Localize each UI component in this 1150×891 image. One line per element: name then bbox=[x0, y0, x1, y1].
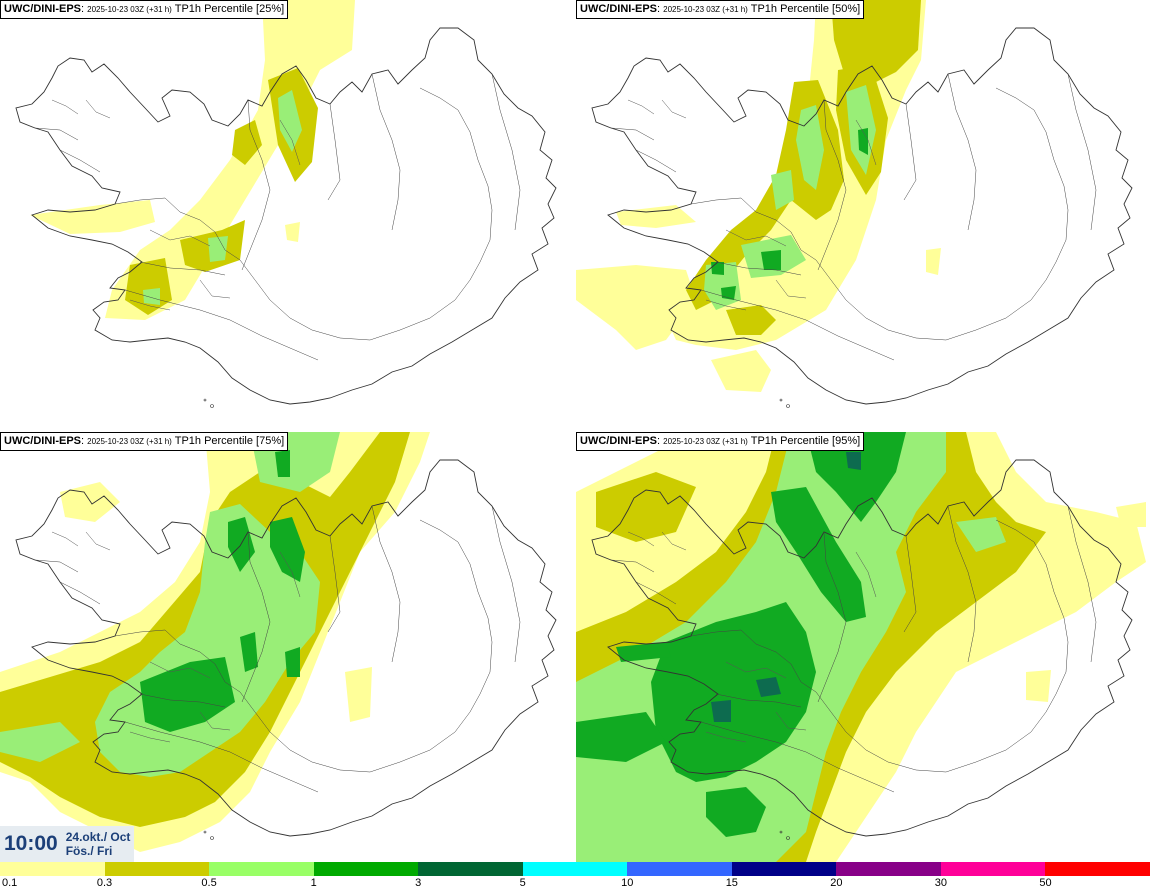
legend-swatch bbox=[313, 862, 419, 876]
map-panel-p95: UWC/DINI-EPS: 2025-10-23 03Z (+31 h) TP1… bbox=[576, 432, 1150, 862]
run-time: 2025-10-23 03Z (+31 h) bbox=[663, 5, 748, 14]
field-name: TP1h Percentile [75%] bbox=[174, 435, 285, 447]
legend-label: 10 bbox=[621, 877, 634, 889]
valid-date-line2: Fös./ Fri bbox=[65, 844, 113, 858]
panel-title-p75: UWC/DINI-EPS: 2025-10-23 03Z (+31 h) TP1… bbox=[0, 432, 289, 451]
model-name: UWC/DINI-EPS bbox=[580, 3, 657, 15]
legend-label: 0.1 bbox=[2, 877, 18, 889]
precip-map-p75 bbox=[0, 432, 557, 852]
precip-map-p25 bbox=[15, 0, 557, 408]
panel-title-p25: UWC/DINI-EPS: 2025-10-23 03Z (+31 h) TP1… bbox=[0, 0, 289, 19]
legend-label: 5 bbox=[519, 877, 526, 889]
valid-date: 24.okt./ Oct Fös./ Fri bbox=[66, 830, 131, 858]
run-time: 2025-10-23 03Z (+31 h) bbox=[87, 437, 172, 446]
legend-label: 3 bbox=[415, 877, 422, 889]
legend-swatch bbox=[0, 862, 105, 876]
legend-swatch bbox=[836, 862, 941, 876]
legend-label: 0.5 bbox=[201, 877, 217, 889]
field-name: TP1h Percentile [25%] bbox=[174, 3, 285, 15]
panel-title-p50: UWC/DINI-EPS: 2025-10-23 03Z (+31 h) TP1… bbox=[576, 0, 865, 19]
legend-label: 1 bbox=[310, 877, 317, 889]
legend-swatch bbox=[522, 862, 628, 876]
legend-swatch bbox=[627, 862, 732, 876]
legend-swatch bbox=[1045, 862, 1150, 876]
legend-color-bar bbox=[0, 862, 1150, 876]
valid-date-line1: 24.okt./ Oct bbox=[65, 830, 131, 844]
legend-label: 20 bbox=[830, 877, 843, 889]
run-time: 2025-10-23 03Z (+31 h) bbox=[87, 5, 172, 14]
legend-label: 30 bbox=[934, 877, 948, 889]
legend-label: 50 bbox=[1039, 877, 1052, 889]
valid-time: 10:00 bbox=[4, 832, 58, 855]
run-time: 2025-10-23 03Z (+31 h) bbox=[663, 437, 748, 446]
map-panel-p50: UWC/DINI-EPS: 2025-10-23 03Z (+31 h) TP1… bbox=[576, 0, 1150, 430]
legend-swatch bbox=[731, 862, 837, 876]
legend-label: 15 bbox=[725, 877, 738, 889]
field-name: TP1h Percentile [50%] bbox=[750, 3, 861, 15]
model-name: UWC/DINI-EPS bbox=[4, 435, 81, 447]
legend-swatch bbox=[209, 862, 314, 876]
precip-map-p95 bbox=[576, 432, 1146, 862]
legend-swatch bbox=[418, 862, 523, 876]
legend-swatch bbox=[940, 862, 1046, 876]
legend-swatch bbox=[104, 862, 210, 876]
model-name: UWC/DINI-EPS bbox=[580, 435, 657, 447]
valid-time-box: 10:00 24.okt./ Oct Fös./ Fri bbox=[0, 826, 134, 862]
field-name: TP1h Percentile [95%] bbox=[750, 435, 861, 447]
panel-title-p95: UWC/DINI-EPS: 2025-10-23 03Z (+31 h) TP1… bbox=[576, 432, 865, 451]
legend-label: 0.3 bbox=[96, 877, 113, 889]
map-panel-p75: UWC/DINI-EPS: 2025-10-23 03Z (+31 h) TP1… bbox=[0, 432, 574, 862]
color-legend: 0.1 0.3 0.5 1 3 5 10 15 20 30 50 bbox=[0, 862, 1150, 891]
model-name: UWC/DINI-EPS bbox=[4, 3, 81, 15]
precip-map-p50 bbox=[576, 0, 1133, 408]
map-panel-p25: UWC/DINI-EPS: 2025-10-23 03Z (+31 h) TP1… bbox=[0, 0, 574, 430]
